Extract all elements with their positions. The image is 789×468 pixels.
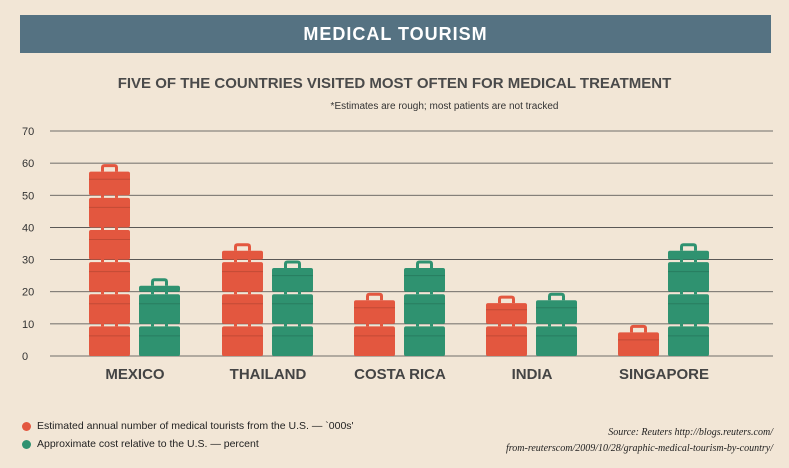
briefcase-icon: [89, 286, 130, 324]
x-tick-label: COSTA RICA: [354, 366, 446, 383]
briefcase-icon: [536, 292, 577, 324]
briefcase-icon: [222, 243, 263, 260]
y-tick-label: 10: [22, 319, 34, 331]
briefcase-icon: [272, 260, 313, 292]
briefcase-icon: [139, 286, 180, 324]
briefcase-icon: [222, 254, 263, 292]
briefcase-icon: [668, 318, 709, 356]
briefcase-icon: [668, 243, 709, 260]
briefcase-icon: [222, 318, 263, 356]
briefcase-icon: [89, 254, 130, 292]
y-tick-label: 40: [22, 222, 34, 234]
briefcase-icon: [222, 286, 263, 324]
legend-item-cost: Approximate cost relative to the U.S. — …: [22, 438, 259, 450]
briefcase-icon: [272, 286, 313, 324]
briefcase-icon: [89, 190, 130, 228]
briefcase-icon: [272, 318, 313, 356]
briefcase-icon: [139, 278, 180, 292]
legend-item-tourists: Estimated annual number of medical touri…: [22, 420, 354, 432]
briefcase-icon: [668, 254, 709, 292]
x-tick-label: SINGAPORE: [619, 366, 709, 383]
legend-swatch-cost: [22, 439, 31, 449]
chart-note: *Estimates are rough; most patients are …: [330, 101, 559, 112]
y-tick-label: 30: [22, 255, 34, 267]
briefcase-icon: [536, 318, 577, 356]
x-tick-label: INDIA: [512, 366, 553, 383]
source-line-2: from-reuterscom/2009/10/28/graphic-medic…: [506, 443, 773, 454]
briefcase-icon: [486, 318, 527, 356]
y-tick-label: 50: [22, 190, 34, 202]
y-tick-label: 0: [22, 351, 28, 363]
y-tick-label: 70: [22, 126, 34, 138]
legend-label-cost: Approximate cost relative to the U.S. — …: [37, 438, 259, 450]
briefcase-icon: [668, 286, 709, 324]
briefcase-icon: [89, 164, 130, 196]
x-tick-label: THAILAND: [230, 366, 307, 383]
y-tick-label: 60: [22, 158, 34, 170]
briefcase-icon: [354, 292, 395, 324]
y-tick-label: 20: [22, 287, 34, 299]
source-note: Source: Reuters http://blogs.reuters.com…: [506, 425, 773, 457]
source-line-1: Source: Reuters http://blogs.reuters.com…: [608, 427, 773, 438]
briefcase-icon: [89, 318, 130, 356]
briefcase-icon: [618, 324, 659, 356]
legend-swatch-tourists: [22, 421, 31, 431]
x-tick-label: MEXICO: [105, 366, 165, 383]
chart-title: FIVE OF THE COUNTRIES VISITED MOST OFTEN…: [117, 75, 672, 92]
briefcase-icon: [354, 318, 395, 356]
briefcase-icon: [404, 318, 445, 356]
briefcase-icon: [404, 286, 445, 324]
briefcase-icon: [89, 222, 130, 260]
briefcase-icon: [486, 295, 527, 324]
banner-title: MEDICAL TOURISM: [303, 23, 488, 44]
briefcase-icon: [404, 260, 445, 292]
briefcase-icon: [139, 318, 180, 356]
title-banner: MEDICAL TOURISM: [20, 15, 771, 53]
legend-label-tourists: Estimated annual number of medical touri…: [37, 420, 354, 432]
